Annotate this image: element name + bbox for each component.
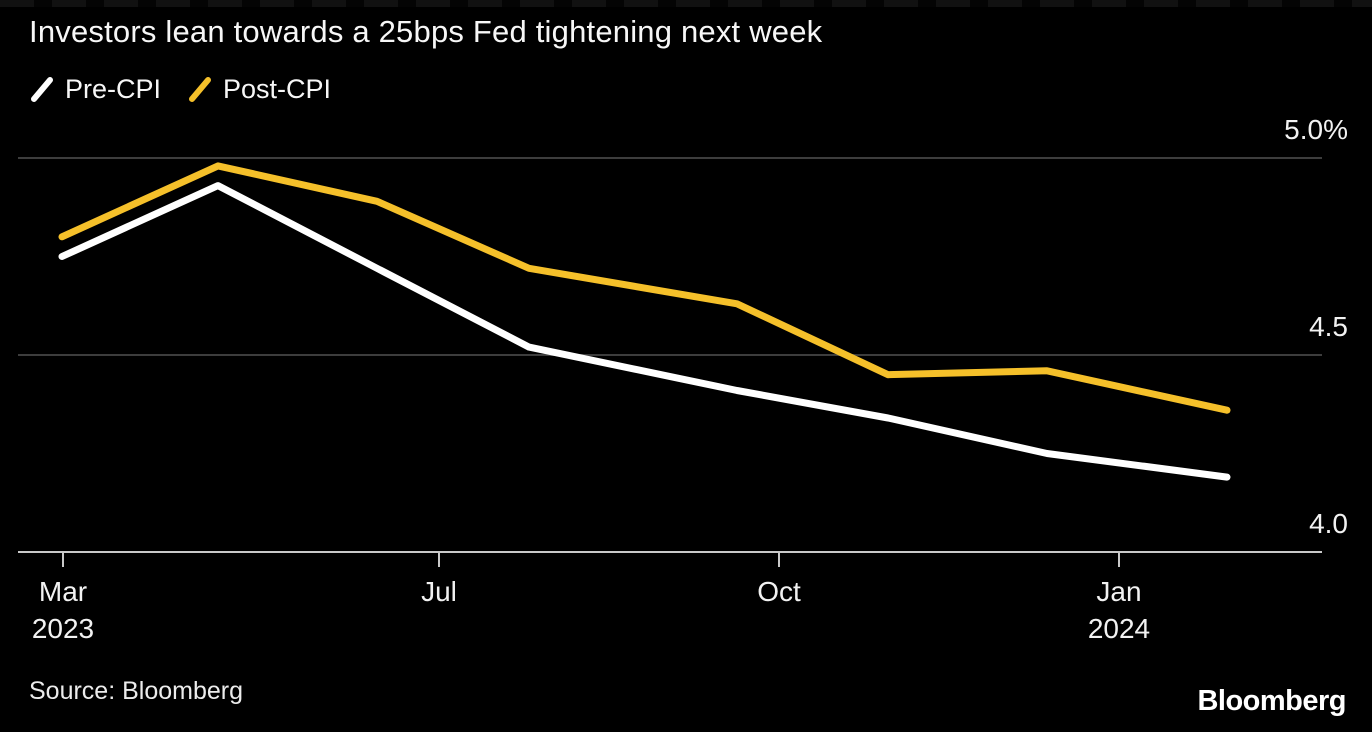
- cropped-text-remnant: [0, 0, 1372, 7]
- chart-title: Investors lean towards a 25bps Fed tight…: [29, 14, 823, 49]
- y-axis-label: 4.0: [1309, 508, 1348, 539]
- x-axis-label: Mar: [38, 576, 88, 607]
- legend-item-post-cpi: Post-CPI: [187, 74, 331, 105]
- legend-label: Post-CPI: [223, 74, 332, 104]
- axis-tick: [778, 552, 780, 567]
- legend-item-pre-cpi: Pre-CPI: [29, 74, 161, 105]
- axis-tick: [62, 552, 64, 567]
- legend-label: Pre-CPI: [65, 74, 162, 104]
- axis-tick: [438, 552, 440, 567]
- post-cpi-line: [58, 162, 1231, 414]
- pre-cpi-line: [58, 182, 1231, 481]
- gridline: [18, 354, 1322, 356]
- chart-legend: Pre-CPI Post-CPI: [29, 74, 331, 105]
- axis-tick: [1118, 552, 1120, 567]
- line-swatch-icon: [31, 77, 53, 102]
- x-axis-year-label: 2024: [1087, 613, 1151, 644]
- x-axis-label: Jan: [1096, 576, 1142, 607]
- y-axis-label: 5.0%: [1284, 114, 1348, 145]
- x-axis-year-label: 2023: [31, 613, 95, 644]
- y-axis-label: 4.5: [1309, 311, 1348, 342]
- x-axis-baseline: [18, 551, 1322, 553]
- x-axis-label: Jul: [421, 576, 457, 607]
- gridline: [18, 157, 1322, 159]
- bloomberg-logo: Bloomberg: [1197, 685, 1346, 717]
- line-swatch-icon: [189, 77, 212, 102]
- x-axis-label: Oct: [757, 576, 801, 607]
- source-note: Source: Bloomberg: [29, 677, 244, 705]
